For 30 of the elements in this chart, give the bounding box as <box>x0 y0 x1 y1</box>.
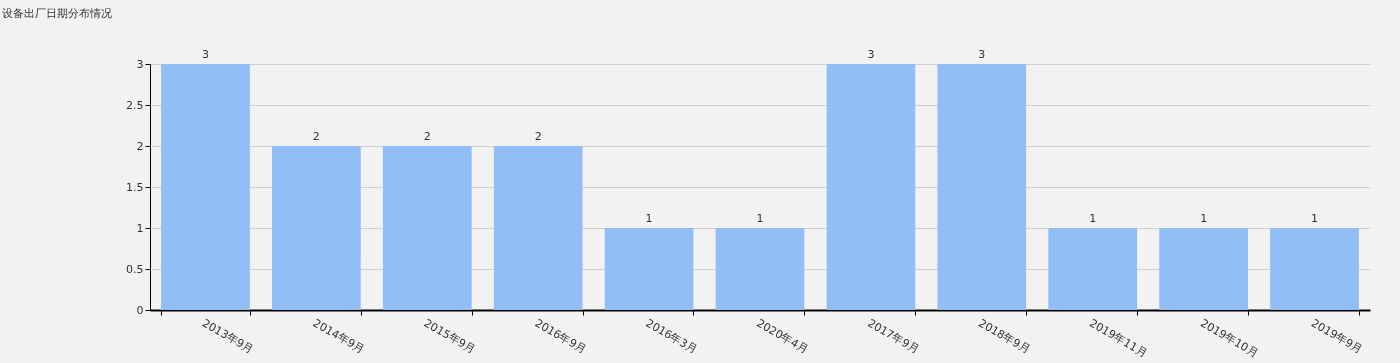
data-label: 2 <box>534 130 542 143</box>
bar <box>937 64 1027 310</box>
bar <box>826 64 916 310</box>
data-label: 1 <box>1311 212 1319 225</box>
data-label: 2 <box>423 130 431 143</box>
text: 设备出厂日期分布情况 <box>2 7 112 20</box>
y-tick-label: 1.5 <box>126 180 144 194</box>
data-label: 1 <box>1089 212 1097 225</box>
y-tick-label: 1 <box>136 221 144 235</box>
data-label: 2 <box>312 130 320 143</box>
y-tick-label: 0 <box>136 303 144 317</box>
y-tick-label: 3 <box>136 57 144 71</box>
bar <box>604 228 694 310</box>
bar <box>1048 228 1138 310</box>
bar <box>382 146 472 310</box>
bar <box>272 146 361 310</box>
data-label: 1 <box>756 212 764 225</box>
y-tick-label: 2.5 <box>126 98 144 112</box>
data-label: 3 <box>867 48 875 61</box>
bar <box>1159 228 1248 310</box>
bar <box>715 228 805 310</box>
data-label: 3 <box>978 48 986 61</box>
data-label: 1 <box>645 212 653 225</box>
y-tick-label: 2 <box>136 139 144 153</box>
bar <box>493 146 583 310</box>
bar <box>1270 228 1359 310</box>
y-tick-label: 0.5 <box>126 262 144 276</box>
data-label: 3 <box>201 48 209 61</box>
data-label: 1 <box>1200 212 1208 225</box>
bar <box>161 64 250 310</box>
